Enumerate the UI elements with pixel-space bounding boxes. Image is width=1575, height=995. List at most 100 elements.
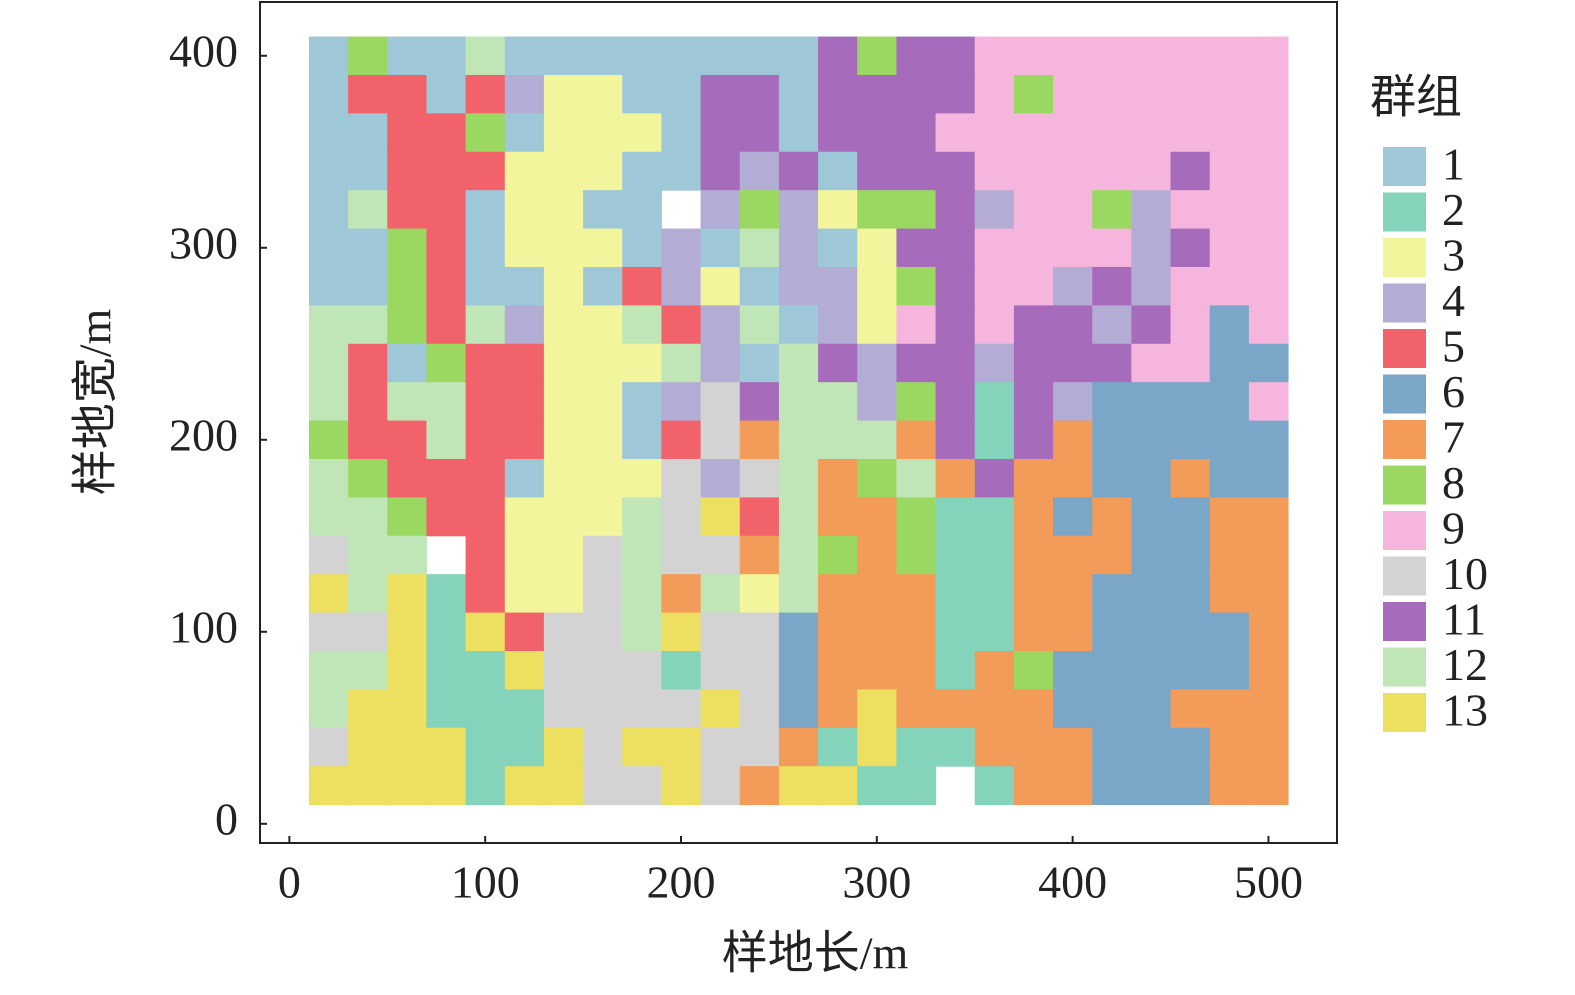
cell xyxy=(348,497,388,537)
cell xyxy=(387,727,427,767)
cell xyxy=(348,228,388,268)
cell xyxy=(583,612,623,652)
cell xyxy=(818,574,858,614)
cell xyxy=(348,766,388,806)
cell xyxy=(387,458,427,498)
cell xyxy=(426,266,467,306)
cell xyxy=(1248,36,1289,76)
cell xyxy=(622,612,662,652)
cell xyxy=(818,343,858,383)
cell xyxy=(308,689,349,729)
cell xyxy=(778,113,819,153)
cell xyxy=(1170,766,1211,806)
cell xyxy=(1170,113,1211,153)
cell xyxy=(622,190,662,230)
cell xyxy=(739,228,780,268)
legend-label: 9 xyxy=(1442,503,1465,554)
cell xyxy=(974,190,1015,230)
cell xyxy=(1209,612,1250,652)
cell xyxy=(1092,190,1132,230)
cell xyxy=(504,343,545,383)
cell xyxy=(857,420,897,460)
cell xyxy=(778,190,819,230)
cell xyxy=(348,266,388,306)
cell xyxy=(1170,458,1211,498)
x-tick-label: 0 xyxy=(278,857,301,908)
cell xyxy=(896,766,937,806)
legend-label: 8 xyxy=(1442,457,1465,508)
cell xyxy=(504,420,545,460)
cell xyxy=(935,650,976,690)
cell xyxy=(426,766,467,806)
cell xyxy=(1092,228,1132,268)
cell xyxy=(583,458,623,498)
cell xyxy=(622,497,662,537)
legend-label: 10 xyxy=(1442,548,1488,599)
cell xyxy=(974,266,1015,306)
cell xyxy=(426,305,467,345)
cell xyxy=(543,190,584,230)
cell xyxy=(1053,228,1093,268)
cell xyxy=(1053,36,1093,76)
cell xyxy=(974,612,1015,652)
cell xyxy=(896,650,937,690)
cell xyxy=(661,535,702,575)
y-tick-label: 0 xyxy=(215,793,238,844)
cell xyxy=(818,420,858,460)
cell xyxy=(583,689,623,729)
cell xyxy=(896,727,937,767)
cell xyxy=(1170,574,1211,614)
cell xyxy=(700,151,741,191)
cell xyxy=(543,343,584,383)
cell xyxy=(935,151,976,191)
cell xyxy=(896,74,937,114)
cell xyxy=(465,650,506,690)
cell xyxy=(1053,535,1093,575)
cell xyxy=(935,535,976,575)
cell xyxy=(1131,228,1172,268)
cell xyxy=(896,190,937,230)
cell xyxy=(504,266,545,306)
legend-swatch xyxy=(1383,511,1426,550)
cell xyxy=(504,228,545,268)
legend-label: 12 xyxy=(1442,639,1488,690)
cell xyxy=(974,343,1015,383)
cell xyxy=(974,574,1015,614)
cell xyxy=(1013,151,1054,191)
cell xyxy=(857,535,897,575)
cell xyxy=(778,228,819,268)
cell xyxy=(1209,305,1250,345)
cell xyxy=(1092,612,1132,652)
cell xyxy=(308,151,349,191)
cell xyxy=(857,228,897,268)
cell xyxy=(1053,650,1093,690)
cell xyxy=(857,612,897,652)
cell xyxy=(700,650,741,690)
cell xyxy=(935,727,976,767)
cell xyxy=(661,574,702,614)
cell xyxy=(739,36,780,76)
cell xyxy=(426,343,467,383)
cell xyxy=(1013,766,1054,806)
cell xyxy=(308,266,349,306)
cell xyxy=(818,113,858,153)
x-tick-label: 300 xyxy=(842,857,911,908)
cell xyxy=(778,535,819,575)
cell xyxy=(1092,305,1132,345)
cell xyxy=(543,305,584,345)
cell xyxy=(700,612,741,652)
cell xyxy=(1131,343,1172,383)
cell xyxy=(1209,266,1250,306)
cell xyxy=(387,535,427,575)
cell xyxy=(818,689,858,729)
cell xyxy=(348,458,388,498)
cell xyxy=(426,36,467,76)
cell xyxy=(387,228,427,268)
cell xyxy=(896,382,937,422)
cell xyxy=(308,535,349,575)
cell xyxy=(1053,343,1093,383)
cell xyxy=(700,228,741,268)
cell xyxy=(426,650,467,690)
cell xyxy=(1248,497,1289,537)
